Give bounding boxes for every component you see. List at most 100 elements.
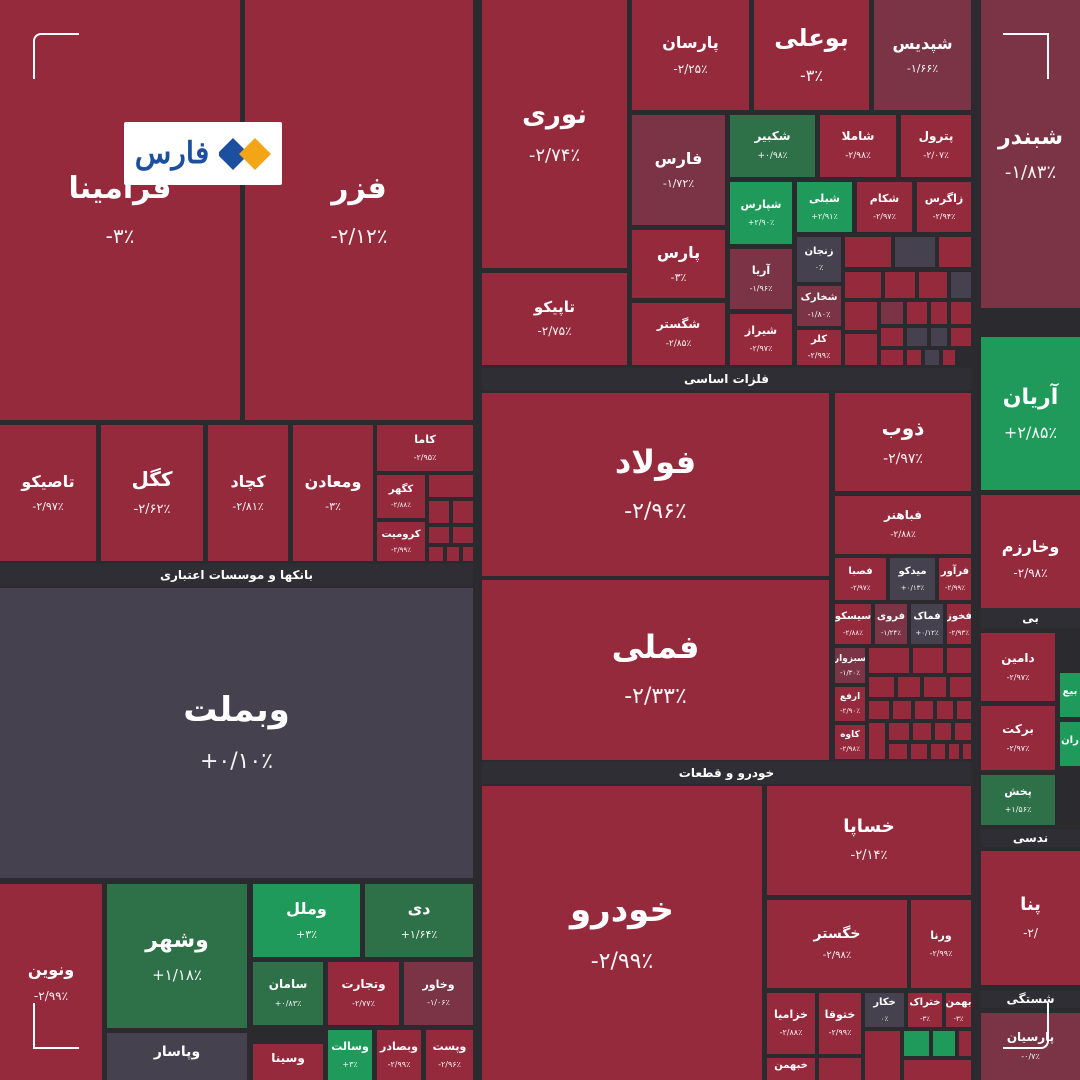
treemap-cell-fmak[interactable]: فماک +۰/۱۲٪ xyxy=(911,604,943,644)
treemap-cell-pars[interactable]: پارس -۳٪ xyxy=(632,230,725,298)
treemap-minor-cell[interactable] xyxy=(429,475,473,497)
treemap-minor-cell[interactable] xyxy=(943,350,955,365)
treemap-minor-cell[interactable] xyxy=(935,723,951,740)
treemap-cell-khasapa[interactable]: خساپا -۲/۱۴٪ xyxy=(767,786,971,895)
treemap-cell-kegol[interactable]: کگل -۲/۶۲٪ xyxy=(101,425,203,561)
treemap-cell-dey[interactable]: دی +۱/۶۴٪ xyxy=(365,884,473,957)
treemap-cell-vatejarat[interactable]: وتجارت -۲/۷۷٪ xyxy=(328,962,399,1025)
treemap-cell-khodro[interactable]: خودرو -۲/۹۹٪ xyxy=(482,786,762,1080)
treemap-minor-cell[interactable] xyxy=(845,272,881,298)
treemap-cell-kaghar[interactable]: کگهر -۲/۸۸٪ xyxy=(377,475,425,518)
treemap-minor-cell[interactable] xyxy=(931,328,947,346)
treemap-cell-arfa[interactable]: ارفع -۲/۹۰٪ xyxy=(835,687,865,721)
treemap-minor-cell[interactable] xyxy=(951,328,971,346)
treemap-cell-khazamia[interactable]: خزامیا -۲/۸۸٪ xyxy=(767,993,815,1054)
treemap-cell-aryan[interactable]: آریان +۲/۸۵٪ xyxy=(981,337,1080,490)
treemap-minor-cell[interactable] xyxy=(447,547,459,561)
treemap-minor-cell[interactable] xyxy=(950,677,971,697)
treemap-cell-vapasar[interactable]: وپاسار xyxy=(107,1033,247,1080)
treemap-cell-fameli[interactable]: فملی -۲/۳۳٪ xyxy=(482,580,829,760)
treemap-minor-cell[interactable] xyxy=(915,701,933,719)
treemap-minor-cell[interactable] xyxy=(913,648,943,673)
treemap-cell-vabsadar[interactable]: وبصادر -۲/۹۹٪ xyxy=(377,1030,421,1080)
treemap-cell-vesalat[interactable]: وسالت +۳٪ xyxy=(328,1030,372,1080)
treemap-cell-zagros[interactable]: زاگرس -۲/۹۴٪ xyxy=(917,182,971,232)
treemap-minor-cell[interactable] xyxy=(869,648,909,673)
treemap-minor-cell[interactable] xyxy=(869,701,889,719)
treemap-cell-vonovin[interactable]: ونوین -۲/۹۹٪ xyxy=(0,884,102,1080)
treemap-minor-cell[interactable] xyxy=(885,272,915,298)
treemap-cell-zanjan[interactable]: زنجان ۰٪ xyxy=(797,237,841,282)
treemap-minor-cell[interactable] xyxy=(907,302,927,324)
treemap-cell-vamellal[interactable]: وملل +۳٪ xyxy=(253,884,360,957)
treemap-cell-shakbir[interactable]: شکبیر +۰/۹۸٪ xyxy=(730,115,815,177)
treemap-cell-fasba[interactable]: فصبا -۲/۹۷٪ xyxy=(835,558,886,600)
treemap-cell-arya[interactable]: آریا -۱/۹۶٪ xyxy=(730,249,792,309)
treemap-cell-pena[interactable]: پنا -۲/ xyxy=(981,851,1080,985)
treemap-minor-cell[interactable] xyxy=(939,237,971,267)
treemap-minor-cell[interactable] xyxy=(925,350,939,365)
treemap-cell-shepdis[interactable]: شپدیس -۱/۶۶٪ xyxy=(874,0,971,110)
treemap-minor-cell[interactable] xyxy=(963,744,971,759)
treemap-minor-cell[interactable] xyxy=(924,677,946,697)
treemap-cell-shiparas[interactable]: شپارس +۲/۹۰٪ xyxy=(730,182,792,244)
treemap-cell-parsian[interactable]: پارسیان -۰/۷٪ xyxy=(981,1013,1080,1080)
treemap-minor-cell[interactable] xyxy=(845,302,877,330)
treemap-minor-cell[interactable] xyxy=(951,302,971,324)
treemap-minor-cell[interactable] xyxy=(869,677,894,697)
treemap-minor-cell[interactable] xyxy=(957,701,971,719)
treemap-cell-bahman[interactable]: بهمن -۳٪ xyxy=(946,993,971,1027)
treemap-minor-cell[interactable] xyxy=(947,648,971,673)
treemap-minor-cell[interactable] xyxy=(429,501,449,523)
treemap-cell-foolad[interactable]: فولاد -۲/۹۶٪ xyxy=(482,393,829,576)
treemap-minor-cell[interactable] xyxy=(893,701,911,719)
treemap-minor-cell[interactable] xyxy=(869,723,885,759)
treemap-cell-vakharazm[interactable]: وخارزم -۲/۹۸٪ xyxy=(981,495,1080,623)
treemap-minor-cell[interactable] xyxy=(931,302,947,324)
treemap-minor-cell[interactable] xyxy=(453,501,473,523)
treemap-minor-cell[interactable] xyxy=(895,237,935,267)
treemap-minor-cell[interactable] xyxy=(453,527,473,543)
treemap-cell-ferooy[interactable]: فروی -۱/۲۴٪ xyxy=(875,604,907,644)
treemap-minor-cell[interactable] xyxy=(907,328,927,346)
treemap-cell-parsan[interactable]: پارسان -۲/۲۵٪ xyxy=(632,0,749,110)
treemap-cell-shabandar[interactable]: شبندر -۱/۸۳٪ xyxy=(981,0,1080,308)
treemap-cell-vasina[interactable]: وسینا xyxy=(253,1044,323,1080)
treemap-cell-noori[interactable]: نوری -۲/۷۴٪ xyxy=(482,0,627,268)
treemap-cell-pakhsh[interactable]: پخش +۱/۵۶٪ xyxy=(981,775,1055,825)
treemap-cell-bee[interactable]: بیع xyxy=(1060,673,1080,717)
treemap-cell-kalar[interactable]: کلر -۲/۹۹٪ xyxy=(797,330,841,365)
treemap-minor-cell[interactable] xyxy=(881,302,903,324)
treemap-cell-vamaaden[interactable]: ومعادن -۳٪ xyxy=(293,425,373,561)
treemap-cell-shamla[interactable]: شاملا -۲/۹۸٪ xyxy=(820,115,896,177)
treemap-cell-midko[interactable]: میدکو +۰/۱۳٪ xyxy=(890,558,935,600)
treemap-cell-vakhavar[interactable]: وخاور -۱/۰۶٪ xyxy=(404,962,473,1025)
treemap-minor-cell[interactable] xyxy=(881,350,903,365)
treemap-cell-tasiko[interactable]: تاصیکو -۲/۹۷٪ xyxy=(0,425,96,561)
treemap-cell-farvar[interactable]: فرآور -۲/۹۹٪ xyxy=(939,558,971,600)
treemap-cell-khotooga[interactable]: ختوقا -۲/۹۹٪ xyxy=(819,993,861,1054)
treemap-cell-sabzevar[interactable]: سبزوار -۱/۳۰٪ xyxy=(835,648,865,683)
treemap-minor-cell[interactable] xyxy=(889,723,909,740)
treemap-cell-khekar[interactable]: خکار ۰٪ xyxy=(865,993,904,1027)
treemap-minor-cell[interactable] xyxy=(898,677,920,697)
treemap-minor-cell[interactable] xyxy=(933,1031,955,1056)
treemap-minor-cell[interactable] xyxy=(904,1031,929,1056)
treemap-cell-tapiko[interactable]: تاپیکو -۲/۷۵٪ xyxy=(482,273,627,365)
treemap-minor-cell[interactable] xyxy=(429,527,449,543)
treemap-cell-kama[interactable]: کاما -۲/۹۵٪ xyxy=(377,425,473,471)
treemap-cell-kheybahman[interactable]: خبهمن xyxy=(767,1058,815,1080)
treemap-cell-fkhooz[interactable]: فخوز -۲/۹۳٪ xyxy=(947,604,971,644)
treemap-minor-cell[interactable] xyxy=(845,237,891,267)
treemap-cell-zob[interactable]: ذوب -۲/۹۷٪ xyxy=(835,393,971,491)
treemap-minor-cell[interactable] xyxy=(913,723,931,740)
treemap-cell-shekam[interactable]: شکام -۲/۹۷٪ xyxy=(857,182,912,232)
treemap-minor-cell[interactable] xyxy=(959,1031,971,1056)
treemap-minor-cell[interactable] xyxy=(951,272,971,298)
treemap-cell-varna[interactable]: ورنا -۲/۹۹٪ xyxy=(911,900,971,988)
treemap-cell-kaveh[interactable]: کاوه -۲/۹۸٪ xyxy=(835,725,865,759)
treemap-minor-cell[interactable] xyxy=(904,1060,971,1080)
treemap-minor-cell[interactable] xyxy=(889,744,907,759)
treemap-cell-iran[interactable]: ران xyxy=(1060,722,1080,766)
treemap-minor-cell[interactable] xyxy=(819,1058,861,1080)
